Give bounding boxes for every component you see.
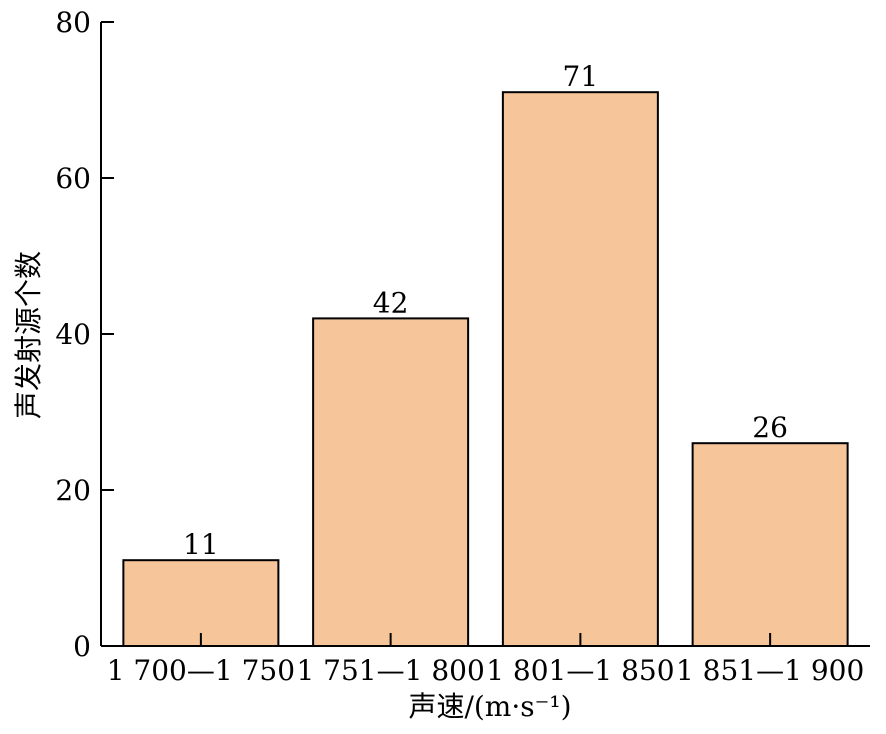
- y-tick-label: 60: [55, 162, 91, 195]
- data-label: 42: [373, 286, 409, 319]
- data-label: 71: [563, 60, 599, 93]
- y-tick-label: 40: [55, 318, 91, 351]
- bars-layer: [122, 91, 849, 648]
- data-label: 26: [752, 411, 788, 444]
- bar: [691, 442, 849, 648]
- x-ticks: 1 700—1 750 1 751—1 800 1 801—1 850 1 851—1…: [107, 633, 864, 687]
- bar: [122, 559, 280, 648]
- y-tick-label: 20: [55, 474, 91, 507]
- x-tick-label: 1 801—1 850: [486, 654, 674, 687]
- bar: [312, 317, 470, 647]
- x-tick-label: 1 851—1 900: [676, 654, 864, 687]
- bar: [501, 91, 659, 647]
- x-tick-label: 1 751—1 800: [296, 654, 484, 687]
- y-axis-title: 声发射源个数: [12, 251, 45, 419]
- x-axis-title: 声速/(m·s⁻¹): [408, 690, 571, 723]
- data-label: 11: [183, 528, 219, 561]
- y-tick-label: 0: [73, 630, 91, 663]
- y-tick-label: 80: [55, 6, 91, 39]
- y-ticks: 0 20 40 60 80: [55, 6, 114, 663]
- x-tick-label: 1 700—1 750: [107, 654, 295, 687]
- data-labels: 11 42 71 26: [183, 60, 788, 561]
